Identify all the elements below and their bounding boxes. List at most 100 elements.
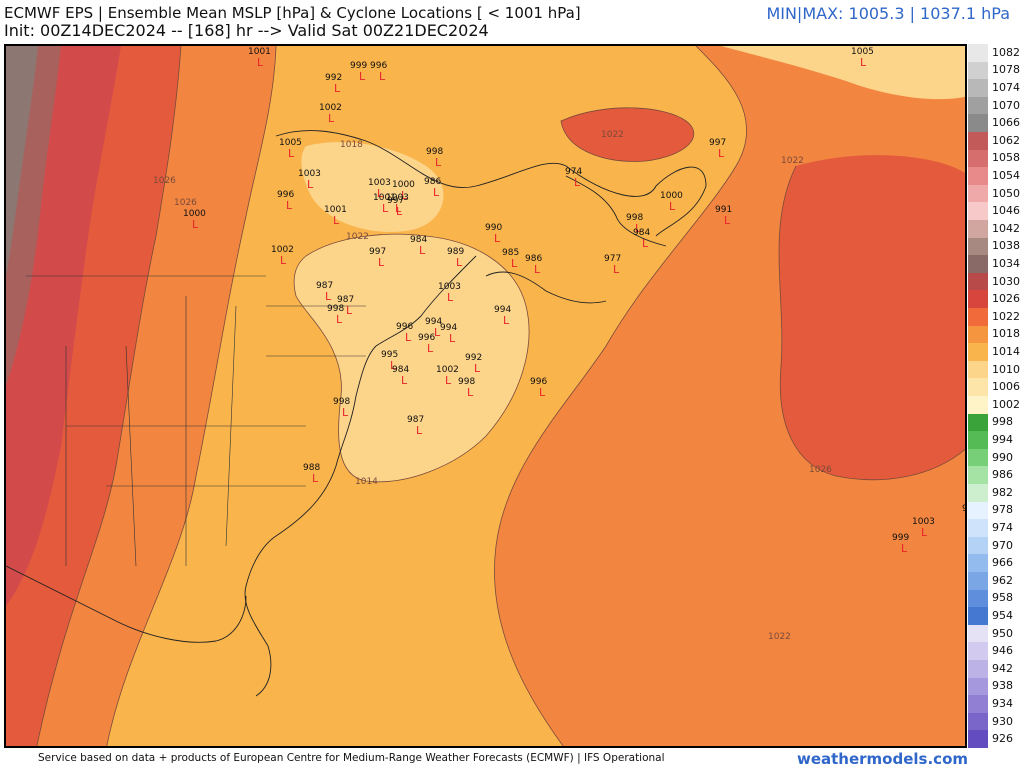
colorbar-label: 962 [992, 573, 1013, 587]
cyclone-pressure-label: 986 [525, 254, 542, 264]
colorbar-label: 1038 [992, 239, 1020, 253]
colorbar-swatch [968, 325, 988, 344]
cyclone-pressure-label: 977 [604, 254, 621, 264]
low-marker-icon: L [511, 257, 518, 270]
isobar-label: 1022 [781, 156, 804, 166]
low-marker-icon: L [427, 342, 434, 355]
colorbar-label: 998 [992, 415, 1013, 429]
isobar-label: 1018 [340, 140, 363, 150]
low-marker-icon: L [635, 222, 642, 235]
colorbar-swatch [968, 44, 988, 63]
low-marker-icon: L [433, 186, 440, 199]
low-marker-icon: L [307, 178, 314, 191]
border-line [125, 345, 137, 567]
colorbar-label: 1058 [992, 151, 1020, 165]
low-marker-icon: L [447, 291, 454, 304]
cyclone-pressure-label: 998 [626, 213, 643, 223]
colorbar-label: 950 [992, 626, 1013, 640]
colorbar-label: 1082 [992, 45, 1020, 59]
footer: Service based on data + products of Euro… [0, 750, 1024, 768]
state-borders [26, 275, 366, 567]
cyclone-pressure-label: 1003 [298, 169, 321, 179]
colorbar-label: 1042 [992, 221, 1020, 235]
cyclone-pressure-label: 985 [502, 248, 519, 258]
colorbar-swatch [968, 466, 988, 485]
low-marker-icon: L [328, 112, 335, 125]
colorbar-label: 1026 [992, 292, 1020, 306]
isobar-label: 1026 [809, 465, 832, 475]
colorbar-swatch [968, 519, 988, 538]
low-marker-icon: L [401, 374, 408, 387]
coastline-us-east [244, 255, 477, 697]
colorbar-swatch [968, 79, 988, 98]
cyclone-pressure-label: 996 [277, 190, 294, 200]
colorbar-swatch [968, 202, 988, 221]
isobar-label: 1014 [355, 477, 378, 487]
cyclone-pressure-label: 1000 [392, 180, 415, 190]
low-marker-icon: L [401, 189, 408, 202]
isobar-line-1026-west [36, 46, 182, 746]
cyclone-pressure-label: 989 [447, 247, 464, 257]
colorbar-swatch [968, 308, 988, 327]
isobar-line-1022-east [494, 46, 747, 746]
cyclone-pressure-label: 995 [381, 350, 398, 360]
colorbar-swatch [968, 220, 988, 239]
colorbar-swatch [968, 184, 988, 203]
low-marker-icon: L [390, 359, 397, 372]
colorbar-label: 1054 [992, 169, 1020, 182]
colorbar-label: 1046 [992, 204, 1020, 218]
low-marker-icon: L [467, 386, 474, 399]
cyclone-pressure-label: 1001 [324, 205, 347, 215]
colorbar-swatch [968, 484, 988, 503]
colorbar-label: 986 [992, 468, 1013, 482]
low-marker-icon: L [901, 542, 908, 555]
low-marker-icon: L [434, 326, 441, 339]
colorbar-swatch [968, 413, 988, 432]
cyclone-pressure-label: 1005 [851, 47, 874, 57]
low-marker-icon: L [718, 147, 725, 160]
cyclone-pressure-label: 987 [337, 295, 354, 305]
cyclone-pressure-label: 996 [530, 377, 547, 387]
low-marker-icon: L [396, 205, 403, 218]
brand-link[interactable]: weathermodels.com [796, 750, 968, 768]
colorbar-label: 938 [992, 679, 1013, 693]
colorbar-swatch [968, 607, 988, 626]
colorbar-swatch [968, 642, 988, 661]
colorbar-swatch [968, 677, 988, 696]
isobar-line-1022-quebec [560, 107, 695, 162]
colorbar-label: 930 [992, 714, 1013, 728]
low-marker-icon: L [613, 263, 620, 276]
colorbar-swatch [968, 290, 988, 309]
low-marker-icon: L [312, 472, 319, 485]
low-marker-icon: L [539, 386, 546, 399]
colorbar-label: 926 [992, 732, 1013, 746]
low-marker-icon: L [419, 244, 426, 257]
low-marker-icon: L [395, 202, 402, 215]
isobar-labels: 1026 1026 1022 1022 1022 1022 1022 1018 … [153, 130, 832, 642]
colorbar-swatch [968, 501, 988, 520]
isobar-label: 1022 [768, 632, 791, 642]
colorbar-label: 958 [992, 591, 1013, 605]
low-marker-icon: L [724, 214, 731, 227]
colorbar-swatch [968, 624, 988, 643]
cyclone-pressure-label: 994 [425, 317, 442, 327]
cyclone-pressure-label: 997 [369, 247, 386, 257]
